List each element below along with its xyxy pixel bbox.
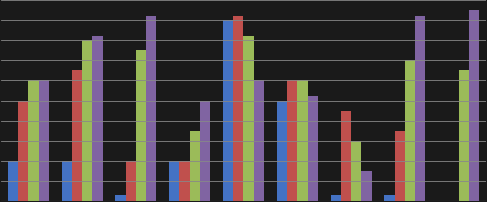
Bar bbox=[190, 131, 200, 201]
Bar bbox=[394, 131, 405, 201]
Bar bbox=[331, 195, 341, 201]
Bar bbox=[28, 81, 38, 201]
Bar bbox=[8, 161, 18, 201]
Bar bbox=[361, 171, 372, 201]
Bar bbox=[469, 11, 479, 201]
Bar bbox=[459, 71, 469, 201]
Bar bbox=[180, 161, 190, 201]
Bar bbox=[415, 17, 425, 201]
Bar bbox=[233, 17, 244, 201]
Bar bbox=[297, 81, 307, 201]
Bar bbox=[200, 101, 210, 201]
Bar bbox=[341, 111, 351, 201]
Bar bbox=[254, 81, 264, 201]
Bar bbox=[405, 61, 415, 201]
Bar bbox=[223, 21, 233, 201]
Bar bbox=[126, 161, 136, 201]
Bar bbox=[169, 161, 180, 201]
Bar bbox=[384, 195, 394, 201]
Bar bbox=[287, 81, 297, 201]
Bar bbox=[93, 37, 103, 201]
Bar bbox=[136, 51, 146, 201]
Bar bbox=[277, 101, 287, 201]
Bar bbox=[244, 37, 254, 201]
Bar bbox=[38, 81, 49, 201]
Bar bbox=[351, 141, 361, 201]
Bar bbox=[115, 195, 126, 201]
Bar bbox=[72, 71, 82, 201]
Bar bbox=[62, 161, 72, 201]
Bar bbox=[82, 41, 93, 201]
Bar bbox=[146, 17, 156, 201]
Bar bbox=[307, 97, 318, 201]
Bar bbox=[18, 101, 28, 201]
